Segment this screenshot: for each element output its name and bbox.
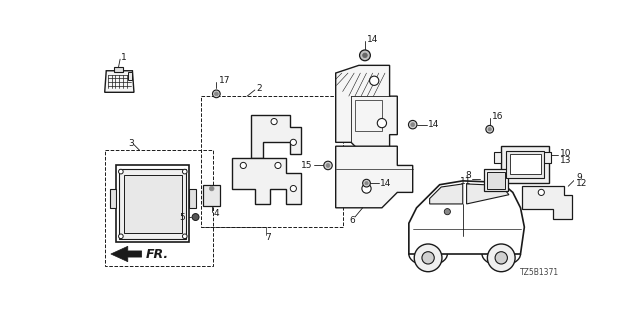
Polygon shape <box>429 184 463 204</box>
Bar <box>110 188 116 208</box>
Bar <box>501 146 549 183</box>
Text: 10: 10 <box>560 149 572 158</box>
Text: 2: 2 <box>257 84 262 93</box>
Bar <box>105 150 212 266</box>
Text: 6: 6 <box>350 216 355 225</box>
Polygon shape <box>251 116 301 158</box>
Text: TZ5B1371: TZ5B1371 <box>520 268 559 277</box>
Bar <box>128 72 132 80</box>
Bar <box>114 67 123 71</box>
Bar <box>119 169 186 239</box>
Circle shape <box>360 50 371 61</box>
Circle shape <box>378 118 387 128</box>
Circle shape <box>275 162 281 169</box>
Circle shape <box>444 209 451 215</box>
Text: 17: 17 <box>219 76 230 85</box>
Text: 12: 12 <box>576 180 588 188</box>
Bar <box>543 152 550 163</box>
Text: 16: 16 <box>492 112 504 121</box>
Circle shape <box>369 76 379 85</box>
Text: 13: 13 <box>560 156 572 164</box>
Bar <box>124 175 182 233</box>
Text: 1: 1 <box>121 53 127 62</box>
Text: 5: 5 <box>179 212 185 221</box>
Circle shape <box>118 169 123 174</box>
Circle shape <box>326 164 330 167</box>
Text: 15: 15 <box>301 161 312 170</box>
Circle shape <box>212 90 220 98</box>
Polygon shape <box>522 186 572 219</box>
Circle shape <box>271 118 277 124</box>
Bar <box>355 100 382 131</box>
Text: 14: 14 <box>367 36 379 44</box>
Polygon shape <box>336 65 397 150</box>
Circle shape <box>495 252 508 264</box>
Circle shape <box>291 186 296 192</box>
Circle shape <box>240 162 246 169</box>
Polygon shape <box>111 246 141 262</box>
Circle shape <box>538 189 545 196</box>
Text: 14: 14 <box>380 179 392 188</box>
Polygon shape <box>232 158 301 204</box>
Circle shape <box>486 125 493 133</box>
Circle shape <box>365 181 368 185</box>
Circle shape <box>192 213 199 220</box>
Text: 8: 8 <box>465 171 471 180</box>
Polygon shape <box>336 146 413 208</box>
Circle shape <box>422 252 435 264</box>
Text: 7: 7 <box>265 233 271 242</box>
Text: 3: 3 <box>128 139 134 148</box>
Bar <box>486 172 505 188</box>
Bar <box>493 152 501 163</box>
Bar <box>189 188 196 208</box>
Circle shape <box>488 128 492 131</box>
Bar <box>116 165 189 243</box>
Circle shape <box>363 53 367 58</box>
Bar <box>201 96 344 227</box>
Circle shape <box>182 169 187 174</box>
Text: FR.: FR. <box>145 247 168 260</box>
Circle shape <box>291 139 296 145</box>
Circle shape <box>414 244 442 272</box>
Bar <box>509 154 541 174</box>
Text: 14: 14 <box>428 120 440 129</box>
Circle shape <box>363 179 371 187</box>
Text: 9: 9 <box>576 173 582 182</box>
Polygon shape <box>105 71 134 92</box>
Circle shape <box>214 92 218 96</box>
Circle shape <box>362 184 371 193</box>
Text: 11: 11 <box>460 177 471 186</box>
Polygon shape <box>409 181 524 254</box>
Circle shape <box>209 186 214 191</box>
Circle shape <box>118 234 123 239</box>
Bar <box>506 151 545 178</box>
Bar <box>204 185 220 206</box>
Polygon shape <box>467 184 509 204</box>
Text: 4: 4 <box>214 209 220 218</box>
Circle shape <box>411 123 415 127</box>
Circle shape <box>182 234 187 239</box>
Circle shape <box>488 244 515 272</box>
Circle shape <box>408 120 417 129</box>
Circle shape <box>324 161 332 170</box>
Bar <box>484 169 508 191</box>
